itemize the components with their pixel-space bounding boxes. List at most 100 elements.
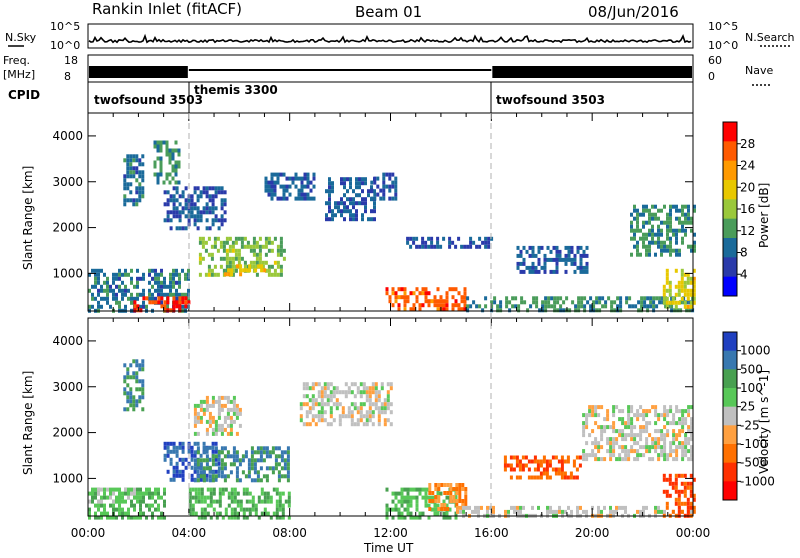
power-ytick-label: 3000: [52, 175, 83, 189]
x-tick-labels: 00:00 04:00 08:00 12:00 16:00 20:00 00:00: [71, 526, 711, 540]
velocity-colorbar-swatch: [723, 388, 737, 408]
freq-tick-low: 8: [64, 70, 71, 83]
cpid-panel: CPID twofsound 3503 themis 3300 twofsoun…: [8, 81, 694, 114]
velocity-colorbar-tick-label: -500: [740, 456, 767, 470]
velocity-echo-region: [428, 483, 468, 511]
noise-left-tick-low: 10^0: [50, 39, 80, 52]
velocity-echo-region: [188, 487, 291, 520]
velocity-echo-region: [88, 487, 139, 504]
power-echo-region: [133, 296, 191, 313]
velocity-echo-region: [193, 446, 290, 483]
velocity-colorbar-tick-label: 100: [740, 381, 763, 395]
velocity-axes: 1000 2000 3000 4000: [52, 318, 694, 516]
noise-trace: [88, 33, 692, 44]
nave-tick-low: 0: [708, 70, 715, 83]
power-colorbar-tick-label: 12: [740, 224, 755, 238]
velocity-echo-region: [385, 487, 458, 520]
nave-label: Nave: [745, 64, 773, 77]
power-colorbar-swatch: [723, 218, 737, 239]
power-echo-region: [370, 172, 398, 201]
power-axes: 1000 2000 3000 4000: [52, 113, 694, 311]
power-colorbar-tick-label: 20: [740, 180, 755, 194]
power-colorbar-swatch: [723, 160, 737, 181]
power-colorbar-label: Power [dB]: [757, 183, 771, 248]
frequency-bars: [89, 66, 692, 78]
power-colorbar-swatch: [723, 257, 737, 278]
power-echo-region: [224, 264, 267, 277]
freq-block: [89, 66, 188, 78]
velocity-colorbar-tick-label: -1000: [740, 474, 775, 488]
nave-tick-high: 60: [708, 54, 722, 67]
power-echo-region: [123, 154, 145, 207]
power-echo-region: [630, 204, 696, 257]
velocity-colorbar-swatch: [723, 462, 737, 482]
velocity-echo-region: [582, 405, 694, 462]
velocity-colorbar-swatch: [723, 481, 737, 501]
velocity-colorbar-swatch: [723, 406, 737, 426]
power-ytick-label: 1000: [52, 266, 83, 280]
velocity-colorbar-swatch: [723, 444, 737, 464]
noise-left-label: N.Sky: [5, 31, 37, 44]
power-echo-region: [406, 236, 494, 249]
freq-block: [492, 66, 692, 78]
power-colorbar-tick-label: 8: [740, 246, 748, 260]
power-echo-region: [264, 172, 316, 201]
velocity-echo-region: [123, 359, 145, 412]
velocity-colorbar-tick-label: -25: [740, 418, 760, 432]
velocity-ytick-label: 2000: [52, 426, 83, 440]
power-echo-region: [153, 140, 181, 185]
cpid-segment-2: themis 3300: [194, 83, 278, 97]
power-echo-region: [466, 296, 695, 313]
x-axis-label: Time UT: [363, 541, 414, 554]
freq-label-line2: [MHz]: [3, 68, 35, 81]
velocity-colorbar-swatch: [723, 350, 737, 370]
freq-tick-high: 18: [64, 54, 78, 67]
station-title: Rankin Inlet (fitACF): [92, 0, 242, 18]
power-colorbar-swatch: [723, 122, 737, 142]
x-tick-label: 00:00: [676, 526, 711, 540]
velocity-ytick-label: 1000: [52, 471, 83, 485]
x-tick-label: 16:00: [474, 526, 509, 540]
x-tick-label: 08:00: [272, 526, 307, 540]
velocity-colorbar-swatch: [723, 425, 737, 445]
power-echo-region: [198, 236, 286, 277]
noise-right-label: N.Search: [745, 31, 795, 44]
velocity-colorbar-swatch: [723, 369, 737, 389]
noise-panel: N.Sky 10^5 10^0 10^5 10^0 N.Search: [5, 20, 795, 52]
power-colorbar-tick-label: 24: [740, 159, 755, 173]
power-echo-region: [163, 186, 227, 231]
velocity-colorbar-tick-label: 1000: [740, 344, 771, 358]
power-colorbar-swatch: [723, 238, 737, 258]
power-echo-region: [662, 268, 696, 309]
frequency-panel: Freq. [MHz] 18 8 60 0 Nave: [3, 54, 773, 86]
noise-right-tick-high: 10^5: [708, 20, 738, 33]
power-panel: 1000 2000 3000 4000 Slant Range [km]: [21, 112, 696, 313]
power-echo-region: [385, 287, 467, 312]
power-colorbar-swatch: [723, 180, 737, 200]
velocity-echo-region: [503, 455, 582, 480]
power-colorbar-swatch: [723, 199, 737, 220]
power-ylabel: Slant Range [km]: [21, 166, 35, 270]
power-ytick-label: 4000: [52, 129, 83, 143]
power-echoes: [88, 140, 696, 313]
beam-title: Beam 01: [355, 3, 422, 21]
power-colorbar-tick-label: 16: [740, 202, 755, 216]
power-colorbar-tick-label: 28: [740, 137, 755, 151]
velocity-panel: 1000 2000 3000 4000 Slant Range [km]: [21, 317, 696, 520]
power-echo-region: [516, 245, 589, 274]
x-tick-label: 00:00: [71, 526, 106, 540]
velocity-colorbar-tick-label: 500: [740, 362, 763, 376]
x-tick-label: 20:00: [575, 526, 610, 540]
velocity-ytick-label: 3000: [52, 380, 83, 394]
velocity-colorbar-swatch: [723, 332, 737, 352]
velocity-colorbar: 1000 500 100 25 -25 -100 -500 -1000: [722, 331, 775, 501]
power-colorbar-tick-label: 4: [740, 267, 748, 281]
velocity-echo-region: [299, 382, 393, 427]
cpid-label: CPID: [8, 88, 40, 102]
noise-right-tick-low: 10^0: [708, 39, 738, 52]
power-colorbar-swatch: [723, 141, 737, 162]
freq-label-line1: Freq.: [3, 54, 30, 67]
x-tick-label: 04:00: [172, 526, 207, 540]
